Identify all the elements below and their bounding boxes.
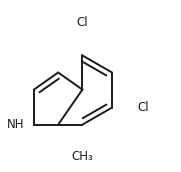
Text: Cl: Cl <box>77 15 88 29</box>
Text: Cl: Cl <box>137 101 149 114</box>
Text: NH: NH <box>7 118 25 131</box>
Text: CH₃: CH₃ <box>71 150 93 163</box>
